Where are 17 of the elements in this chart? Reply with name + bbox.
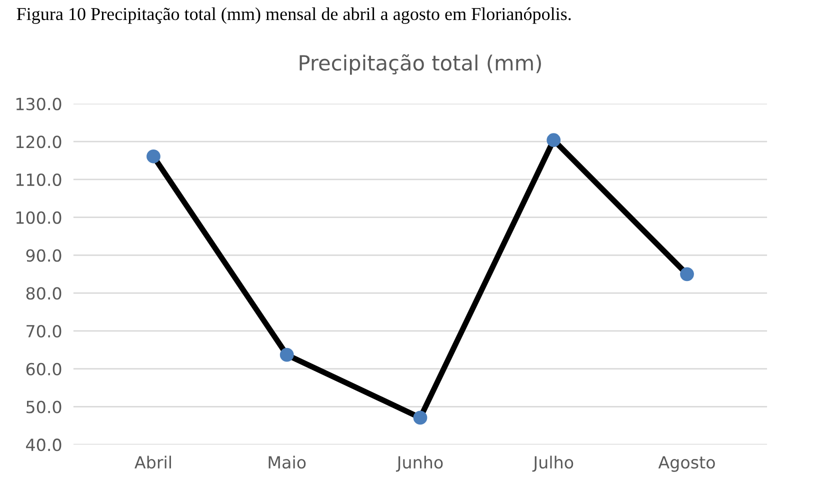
y-tick-label: 80.0 xyxy=(26,287,62,300)
chart-title: Precipitação total (mm) xyxy=(300,54,541,75)
x-tick-label: Maio xyxy=(268,456,306,469)
y-tick-label: 110.0 xyxy=(16,173,62,186)
x-tick-label: Junho xyxy=(396,456,443,472)
y-tick-label: 50.0 xyxy=(26,400,62,414)
y-tick-label: 60.0 xyxy=(26,362,62,376)
y-tick-label: 120.0 xyxy=(16,136,62,148)
y-tick-label: 70.0 xyxy=(26,324,62,338)
y-tick-label: 40.0 xyxy=(26,438,62,452)
y-tick-label: 130.0 xyxy=(16,98,62,110)
x-tick-label: Abril xyxy=(134,456,171,469)
x-tick-label: Agosto xyxy=(658,456,715,472)
text: Figura 10 Precipitação total (mm) mensal de abril a agosto em Florianópolis. xyxy=(16,7,571,24)
x-tick-label: Julho xyxy=(532,456,574,472)
y-tick-label: 100.0 xyxy=(16,211,62,224)
y-tick-label: 90.0 xyxy=(26,249,62,262)
